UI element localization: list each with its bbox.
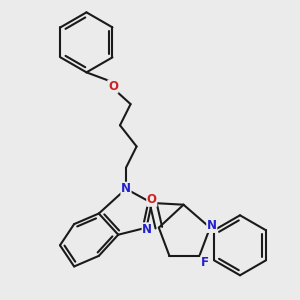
Text: F: F (201, 256, 209, 268)
Text: N: N (142, 223, 152, 236)
Text: O: O (108, 80, 118, 93)
Text: N: N (121, 182, 131, 195)
Text: N: N (207, 219, 217, 232)
Text: O: O (147, 193, 157, 206)
